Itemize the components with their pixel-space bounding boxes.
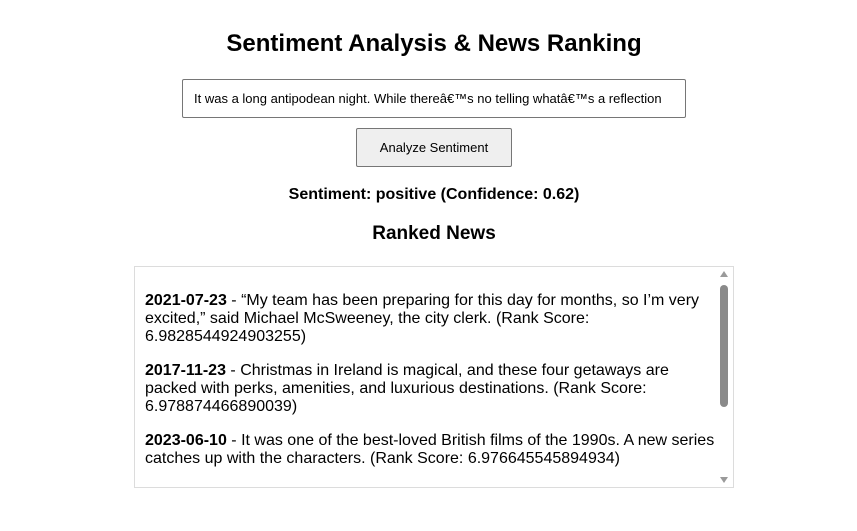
news-date: 2021-07-23 <box>145 292 227 309</box>
news-list-panel[interactable]: 2021-07-23 - “My team has been preparing… <box>134 266 734 488</box>
news-text: - Christmas in Ireland is magical, and t… <box>145 362 669 415</box>
analyze-sentiment-button[interactable]: Analyze Sentiment <box>356 128 512 167</box>
scroll-thumb[interactable] <box>720 285 728 407</box>
news-list: 2021-07-23 - “My team has been preparing… <box>145 292 715 484</box>
ranked-news-heading: Ranked News <box>372 223 496 244</box>
scroll-down-arrow-icon[interactable] <box>720 477 728 483</box>
news-date: 2017-11-23 <box>145 362 226 379</box>
page-title: Sentiment Analysis & News Ranking <box>226 30 642 57</box>
news-item: 2017-11-23 - Christmas in Ireland is mag… <box>145 362 715 416</box>
scroll-up-arrow-icon[interactable] <box>720 271 728 277</box>
news-date: 2023-06-10 <box>145 432 227 449</box>
news-item: 2023-06-10 - It was one of the best-love… <box>145 432 715 468</box>
news-item: 2021-07-23 - “My team has been preparing… <box>145 292 715 346</box>
news-text: - “My team has been preparing for this d… <box>145 292 700 345</box>
text-input[interactable] <box>182 79 686 118</box>
sentiment-result: Sentiment: positive (Confidence: 0.62) <box>288 186 580 203</box>
news-text: - It was one of the best-loved British f… <box>145 432 715 467</box>
vertical-scrollbar[interactable] <box>717 267 733 487</box>
